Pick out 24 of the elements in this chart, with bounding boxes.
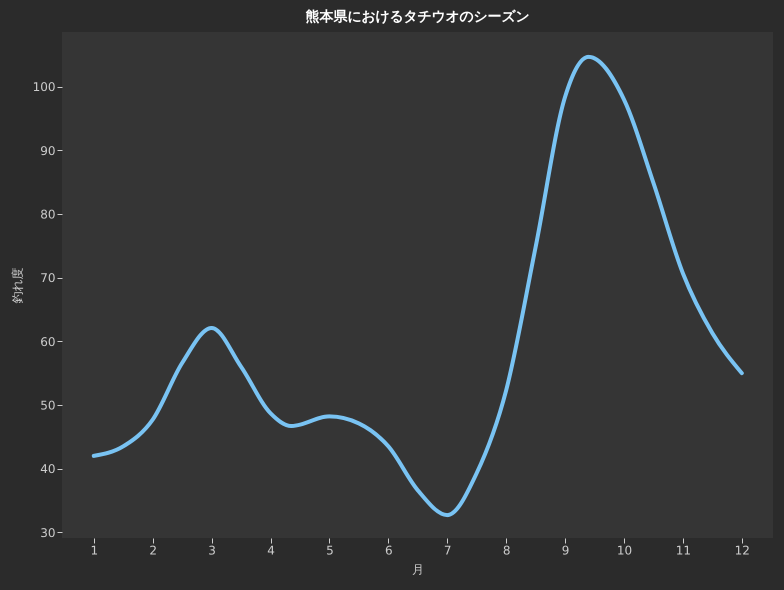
y-tick-label: 60 <box>40 334 56 349</box>
x-tick-label: 8 <box>502 544 510 558</box>
x-tick-label: 1 <box>90 544 98 558</box>
x-tick-label: 5 <box>326 544 334 558</box>
x-tick-label: 2 <box>149 544 158 558</box>
y-tick-label: 70 <box>40 271 56 286</box>
x-tick-label: 6 <box>385 544 393 558</box>
x-tick-label: 11 <box>676 544 692 558</box>
y-tick-label: 80 <box>40 208 56 222</box>
x-axis-title: 月 <box>412 562 424 576</box>
x-tick-label: 9 <box>562 544 570 558</box>
y-tick-label: 50 <box>40 398 56 412</box>
line-series <box>92 54 744 518</box>
x-tick-label: 4 <box>267 544 275 558</box>
y-tick-label: 100 <box>32 80 56 94</box>
x-tick-label: 10 <box>616 544 632 558</box>
y-axis-title: 釣れ度 <box>10 268 25 304</box>
chart-title: 熊本県におけるタチウオのシーズン <box>306 8 530 25</box>
y-tick-label: 90 <box>40 144 56 158</box>
x-tick-label: 12 <box>734 544 750 558</box>
x-tick-label: 3 <box>208 544 216 558</box>
y-tick-label: 40 <box>40 462 56 476</box>
y-tick-label: 30 <box>40 526 56 540</box>
x-tick-label: 7 <box>444 544 452 558</box>
